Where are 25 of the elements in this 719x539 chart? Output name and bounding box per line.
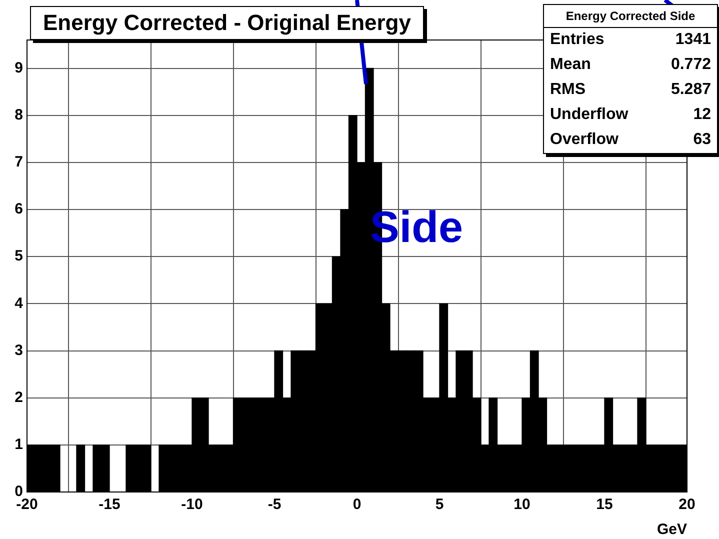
x-tick-label: -10	[181, 496, 203, 514]
x-tick-label: -15	[98, 496, 120, 514]
text: Energy Corrected Side	[544, 5, 717, 28]
y-tick-label: 7	[14, 154, 23, 171]
y-tick-label: 8	[14, 106, 23, 124]
y-tick-label: 4	[14, 294, 24, 312]
x-tick-label: 20	[678, 496, 696, 514]
y-tick-label: 6	[14, 200, 23, 218]
text: Mean 0.772	[550, 56, 711, 73]
text: Entries 1341	[550, 31, 711, 48]
y-tick-label: 1	[14, 436, 23, 454]
x-tick-label: 15	[596, 496, 613, 514]
x-tick-label: 5	[435, 496, 444, 514]
y-tick-label: 3	[14, 342, 23, 359]
y-tick-label: 2	[14, 388, 23, 406]
text: RMS 5.287	[550, 81, 711, 98]
x-tick-label: 10	[514, 496, 530, 514]
y-tick-label: 9	[14, 59, 23, 76]
x-tick-label: 0	[352, 496, 362, 514]
text: Overflow 63	[550, 131, 711, 148]
text: Underflow 12	[550, 106, 711, 123]
y-tick-label: 5	[14, 248, 23, 265]
chart-title: Energy Corrected - Original Energy	[30, 6, 424, 40]
x-axis-title: GeV	[656, 521, 687, 538]
x-tick-label: -5	[268, 496, 282, 514]
